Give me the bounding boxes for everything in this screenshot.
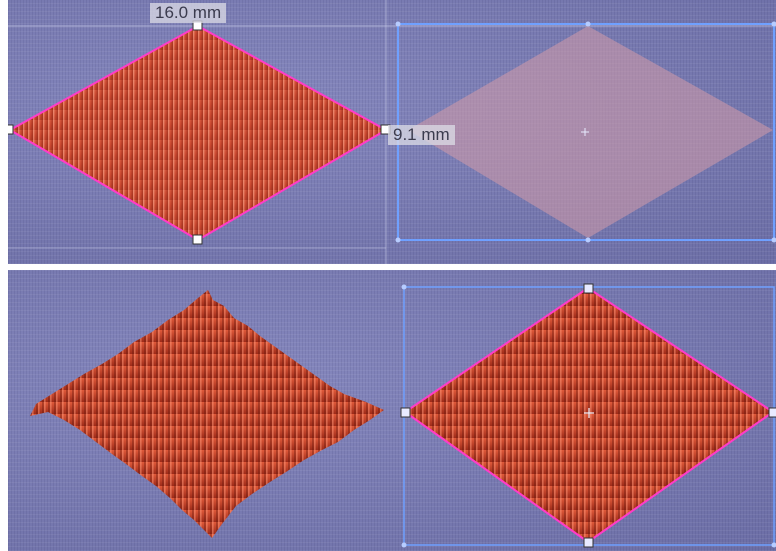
resize-handle-top[interactable] [583,283,594,294]
stitch-preview-3d [30,290,384,538]
resize-handle-left[interactable] [8,124,14,135]
resize-handle-right[interactable] [768,407,776,418]
center-crosshair-icon [581,128,589,136]
center-crosshair-icon [584,408,594,418]
selection-corner-dot [771,542,776,548]
resize-handle-left[interactable] [400,407,411,418]
selection-corner-dot [395,237,401,243]
resize-handle-bottom[interactable] [192,234,203,245]
selection-corner-dot [585,21,591,27]
selection-corner-dot [395,21,401,27]
selection-corner-dot [771,21,776,27]
resize-handle-bottom[interactable] [583,537,594,548]
selection-corner-dot [771,237,776,243]
stitched-diamond-shape[interactable] [8,24,389,242]
selection-corner-dot [401,542,407,548]
selection-corner-dot [585,237,591,243]
selection-corner-dot [401,284,407,290]
width-dimension-label: 16.0 mm [150,3,227,23]
top-panel: 16.0 mm 9.1 mm [8,0,776,264]
bottom-canvas [30,283,776,548]
bottom-panel [8,270,776,551]
height-dimension-label: 9.1 mm [388,125,455,145]
ghost-diamond-shape [408,26,773,238]
